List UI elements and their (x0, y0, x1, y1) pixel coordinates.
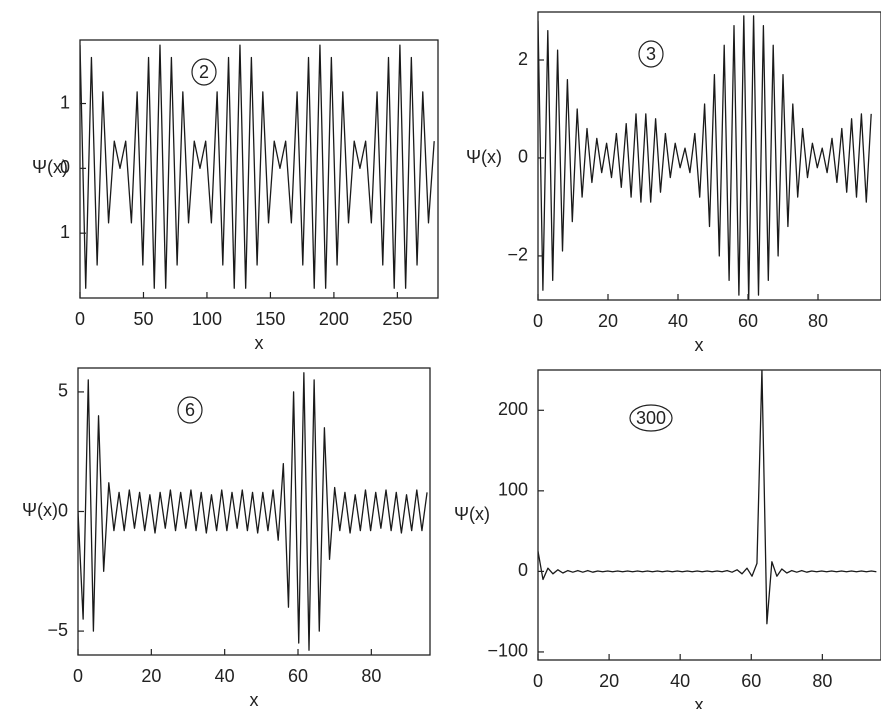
data-line (538, 370, 877, 625)
y-tick-label: −5 (47, 620, 68, 640)
x-tick-label: 100 (192, 309, 222, 329)
y-tick-label: 0 (60, 157, 70, 177)
x-tick-label: 60 (288, 666, 308, 686)
y-tick-label: 1 (60, 92, 70, 112)
y-axis-label: Ψ(x) (466, 147, 502, 167)
data-line (78, 372, 428, 651)
y-tick-label: 200 (498, 399, 528, 419)
x-tick-label: 150 (255, 309, 285, 329)
data-line (80, 44, 435, 289)
annotation-circle (638, 40, 664, 68)
x-tick-label: 40 (668, 311, 688, 331)
y-tick-label: 1 (60, 222, 70, 242)
x-axis-label: x (250, 690, 259, 709)
x-tick-label: 40 (215, 666, 235, 686)
x-axis-label: x (695, 695, 704, 709)
y-axis-label: Ψ(x) (454, 504, 490, 524)
panel: 0 50 100 150 200 250 1 0 1 x Ψ(x) 2 (32, 39, 439, 353)
x-tick-label: 40 (670, 671, 690, 691)
x-tick-label: 80 (361, 666, 381, 686)
annotation-circle (177, 396, 203, 424)
panel-annotation: 2 (199, 62, 209, 82)
y-axis-label: Ψ(x) (22, 500, 58, 520)
y-tick-label: 0 (518, 560, 528, 580)
y-tick-label: 0 (518, 147, 528, 167)
x-tick-label: 0 (533, 671, 543, 691)
x-tick-label: 250 (382, 309, 412, 329)
annotation-circle (629, 404, 673, 432)
x-tick-label: 80 (808, 311, 828, 331)
x-tick-label: 0 (533, 311, 543, 331)
x-tick-label: 80 (812, 671, 832, 691)
x-tick-label: 60 (738, 311, 758, 331)
x-tick-label: 50 (133, 309, 153, 329)
x-tick-label: 20 (141, 666, 161, 686)
y-tick-label: 5 (58, 381, 68, 401)
plot-frame (537, 369, 881, 661)
x-tick-label: 20 (598, 311, 618, 331)
y-tick-label: −2 (507, 245, 528, 265)
plot-frame (537, 11, 881, 301)
data-line (538, 15, 872, 300)
y-tick-label: −100 (487, 641, 528, 661)
x-tick-label: 200 (319, 309, 349, 329)
panel-annotation: 3 (646, 44, 656, 64)
y-tick-label: 2 (518, 49, 528, 69)
annotation-circle (191, 58, 217, 86)
x-tick-label: 20 (599, 671, 619, 691)
y-axis-label: Ψ(x) (32, 157, 68, 177)
x-tick-label: 0 (73, 666, 83, 686)
panel-annotation: 6 (185, 400, 195, 420)
y-tick-label: 0 (58, 500, 68, 520)
panel-annotation: 300 (636, 408, 666, 428)
plot-frame (77, 367, 431, 656)
x-axis-label: x (695, 335, 704, 355)
plot-frame (79, 39, 439, 299)
panel: 0 20 40 60 80 5 0 −5 x Ψ(x) 6 (22, 367, 431, 709)
x-tick-label: 0 (75, 309, 85, 329)
y-tick-label: 100 (498, 480, 528, 500)
x-axis-label: x (255, 333, 264, 353)
x-tick-label: 60 (741, 671, 761, 691)
